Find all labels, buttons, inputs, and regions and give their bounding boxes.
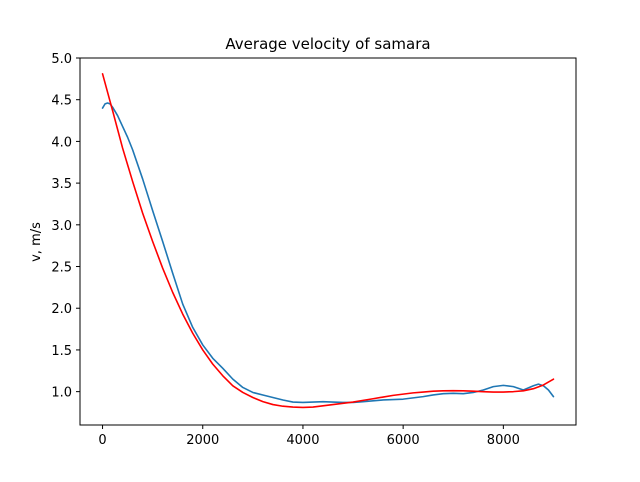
- x-tick-label: 2000: [186, 433, 219, 448]
- plot-frame: [79, 57, 577, 426]
- chart-title: Average velocity of samara: [225, 35, 430, 53]
- series-line-red: [101, 73, 555, 409]
- y-tick-label: 4.5: [51, 94, 72, 109]
- x-tick-label: 0: [98, 433, 106, 448]
- x-tick-label: 4000: [286, 433, 319, 448]
- ticks-layer: 0 2000 4000 6000 8000 1.0 1.5 2.0 2.5 3.0 3.5 4.0 4.…: [51, 52, 520, 448]
- y-tick-label: 1.0: [51, 386, 72, 401]
- y-tick-label: 3.0: [51, 219, 72, 234]
- y-tick-label: 3.5: [51, 177, 72, 192]
- y-tick-label: 4.0: [51, 135, 72, 150]
- series-layer: [101, 73, 555, 409]
- y-tick-label: 1.5: [51, 344, 72, 359]
- y-tick-label: 5.0: [51, 52, 72, 67]
- series-line-blue: [101, 102, 555, 404]
- y-tick-label: 2.5: [51, 261, 72, 276]
- y-axis-label: v, m/s: [29, 222, 44, 262]
- x-tick-label: 8000: [487, 433, 520, 448]
- y-tick-label: 2.0: [51, 302, 72, 317]
- x-tick-label: 6000: [387, 433, 420, 448]
